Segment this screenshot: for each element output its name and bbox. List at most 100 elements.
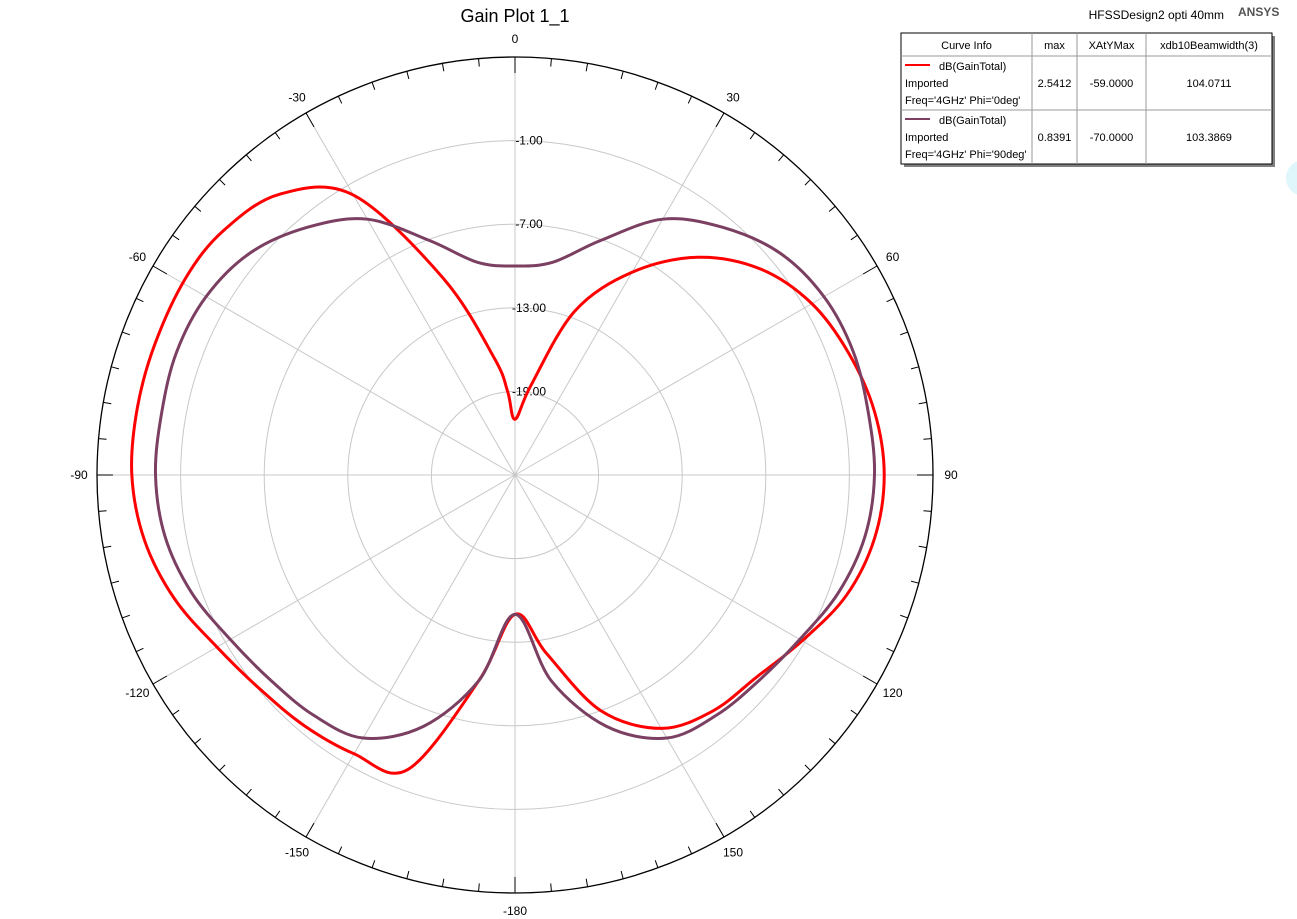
axis-labels: 0 30 60 90 120 150 -180 -150 -120 -90 -60 -30 -1.00 -…: [70, 32, 958, 918]
legend-curve-info: Imported: [905, 78, 948, 90]
angle-tick: [585, 878, 589, 887]
angle-tick: [194, 738, 202, 745]
angle-tick-label: 0: [512, 32, 519, 46]
grid-spoke: [305, 112, 516, 476]
angle-tick: [620, 71, 624, 80]
chart-title: Gain Plot 1_1: [460, 6, 569, 27]
angle-tick: [850, 234, 858, 241]
grid-spoke: [514, 112, 725, 476]
angle-tick: [749, 132, 756, 140]
legend-value: 104.0711: [1186, 78, 1231, 90]
angle-tick: [305, 112, 315, 128]
angle-tick: [715, 112, 725, 128]
angle-tick: [749, 810, 756, 818]
series-phi-90-curve: [153, 217, 877, 740]
angle-tick-label: -90: [70, 468, 88, 482]
angle-tick: [804, 764, 811, 771]
angle-tick: [135, 297, 144, 303]
angle-tick-label: -180: [503, 904, 527, 918]
angle-tick: [778, 788, 785, 796]
angle-tick: [219, 764, 226, 771]
angle-tick: [98, 510, 107, 512]
angle-tick: [103, 545, 112, 549]
angle-tick: [550, 58, 552, 67]
legend-curve-info: Imported: [905, 132, 948, 144]
angle-tick: [900, 331, 908, 336]
angle-tick: [194, 205, 202, 212]
legend-column-header: xdb10Beamwidth(3): [1160, 40, 1258, 52]
angle-tick: [654, 860, 659, 868]
angle-tick: [98, 438, 107, 440]
angle-tick: [687, 95, 693, 104]
legend-value: -59.0000: [1090, 78, 1133, 90]
legend-curve-info: dB(GainTotal): [939, 115, 1006, 127]
radial-tick-label: -7.00: [515, 217, 543, 231]
angle-tick: [135, 647, 144, 653]
angle-tick: [111, 580, 120, 584]
angle-tick: [337, 95, 343, 104]
legend-value: 103.3869: [1186, 132, 1232, 144]
angle-tick-label: 90: [944, 468, 958, 482]
angle-tick: [152, 675, 168, 685]
angle-tick: [274, 810, 281, 818]
design-name: HFSSDesign2 opti 40mm: [1089, 8, 1224, 22]
legend-curve-info: Freq='4GHz' Phi='90deg': [905, 149, 1027, 161]
angle-tick: [111, 366, 120, 370]
side-handle[interactable]: [1286, 160, 1297, 196]
legend-value: 2.5412: [1038, 78, 1072, 90]
legend-value: 0.8391: [1038, 132, 1072, 144]
radial-tick-label: -1.00: [515, 134, 543, 148]
angle-tick: [828, 205, 836, 212]
angle-tick: [900, 614, 908, 619]
angle-tick: [550, 883, 552, 892]
angle-tick: [886, 647, 895, 653]
angle-tick: [371, 860, 376, 868]
angle-tick-label: 60: [886, 250, 900, 264]
angle-tick: [441, 63, 445, 72]
angle-tick: [862, 675, 878, 685]
angle-tick: [828, 738, 836, 745]
angle-tick: [219, 179, 226, 186]
legend-value: -70.0000: [1090, 132, 1133, 144]
angle-tick: [654, 82, 659, 90]
angle-tick: [585, 63, 589, 72]
angle-tick: [274, 132, 281, 140]
grid-spoke: [514, 474, 725, 838]
angle-tick: [406, 870, 410, 879]
grid-spoke: [514, 265, 878, 476]
angle-tick: [441, 878, 445, 887]
angle-tick: [337, 846, 343, 855]
legend-column-header: XAtYMax: [1089, 40, 1135, 52]
grid-spoke: [152, 474, 516, 685]
series-layer: [130, 185, 886, 775]
angle-tick: [478, 883, 480, 892]
angle-tick-label: 30: [726, 90, 740, 104]
angle-tick: [910, 580, 919, 584]
radial-tick-label: -13.00: [512, 301, 546, 315]
angle-tick: [172, 709, 180, 716]
ansys-brand: ANSYS: [1238, 5, 1279, 19]
angle-tick: [778, 154, 785, 162]
angle-tick: [804, 179, 811, 186]
angle-tick: [923, 510, 932, 512]
legend-curve-info: dB(GainTotal): [939, 61, 1006, 73]
grid-spoke: [152, 265, 516, 476]
legend-curve-info: Freq='4GHz' Phi='0deg': [905, 95, 1020, 107]
angle-tick: [305, 822, 315, 838]
angle-tick: [371, 82, 376, 90]
angle-tick: [918, 401, 927, 405]
polar-grid: [97, 57, 933, 893]
angle-tick-label: 120: [883, 686, 903, 700]
grid-spoke: [305, 474, 516, 838]
angle-tick: [172, 234, 180, 241]
angle-tick: [918, 545, 927, 549]
angle-tick-label: -150: [285, 846, 309, 860]
angle-tick-label: -60: [129, 250, 147, 264]
angle-tick: [715, 822, 725, 838]
angle-tick: [406, 71, 410, 80]
angle-tick: [687, 846, 693, 855]
angle-tick: [245, 788, 252, 796]
legend-table: Curve Info max XAtYMax xdb10Beamwidth(3) dB(…: [900, 32, 1275, 167]
angle-ticks: [96, 56, 934, 894]
